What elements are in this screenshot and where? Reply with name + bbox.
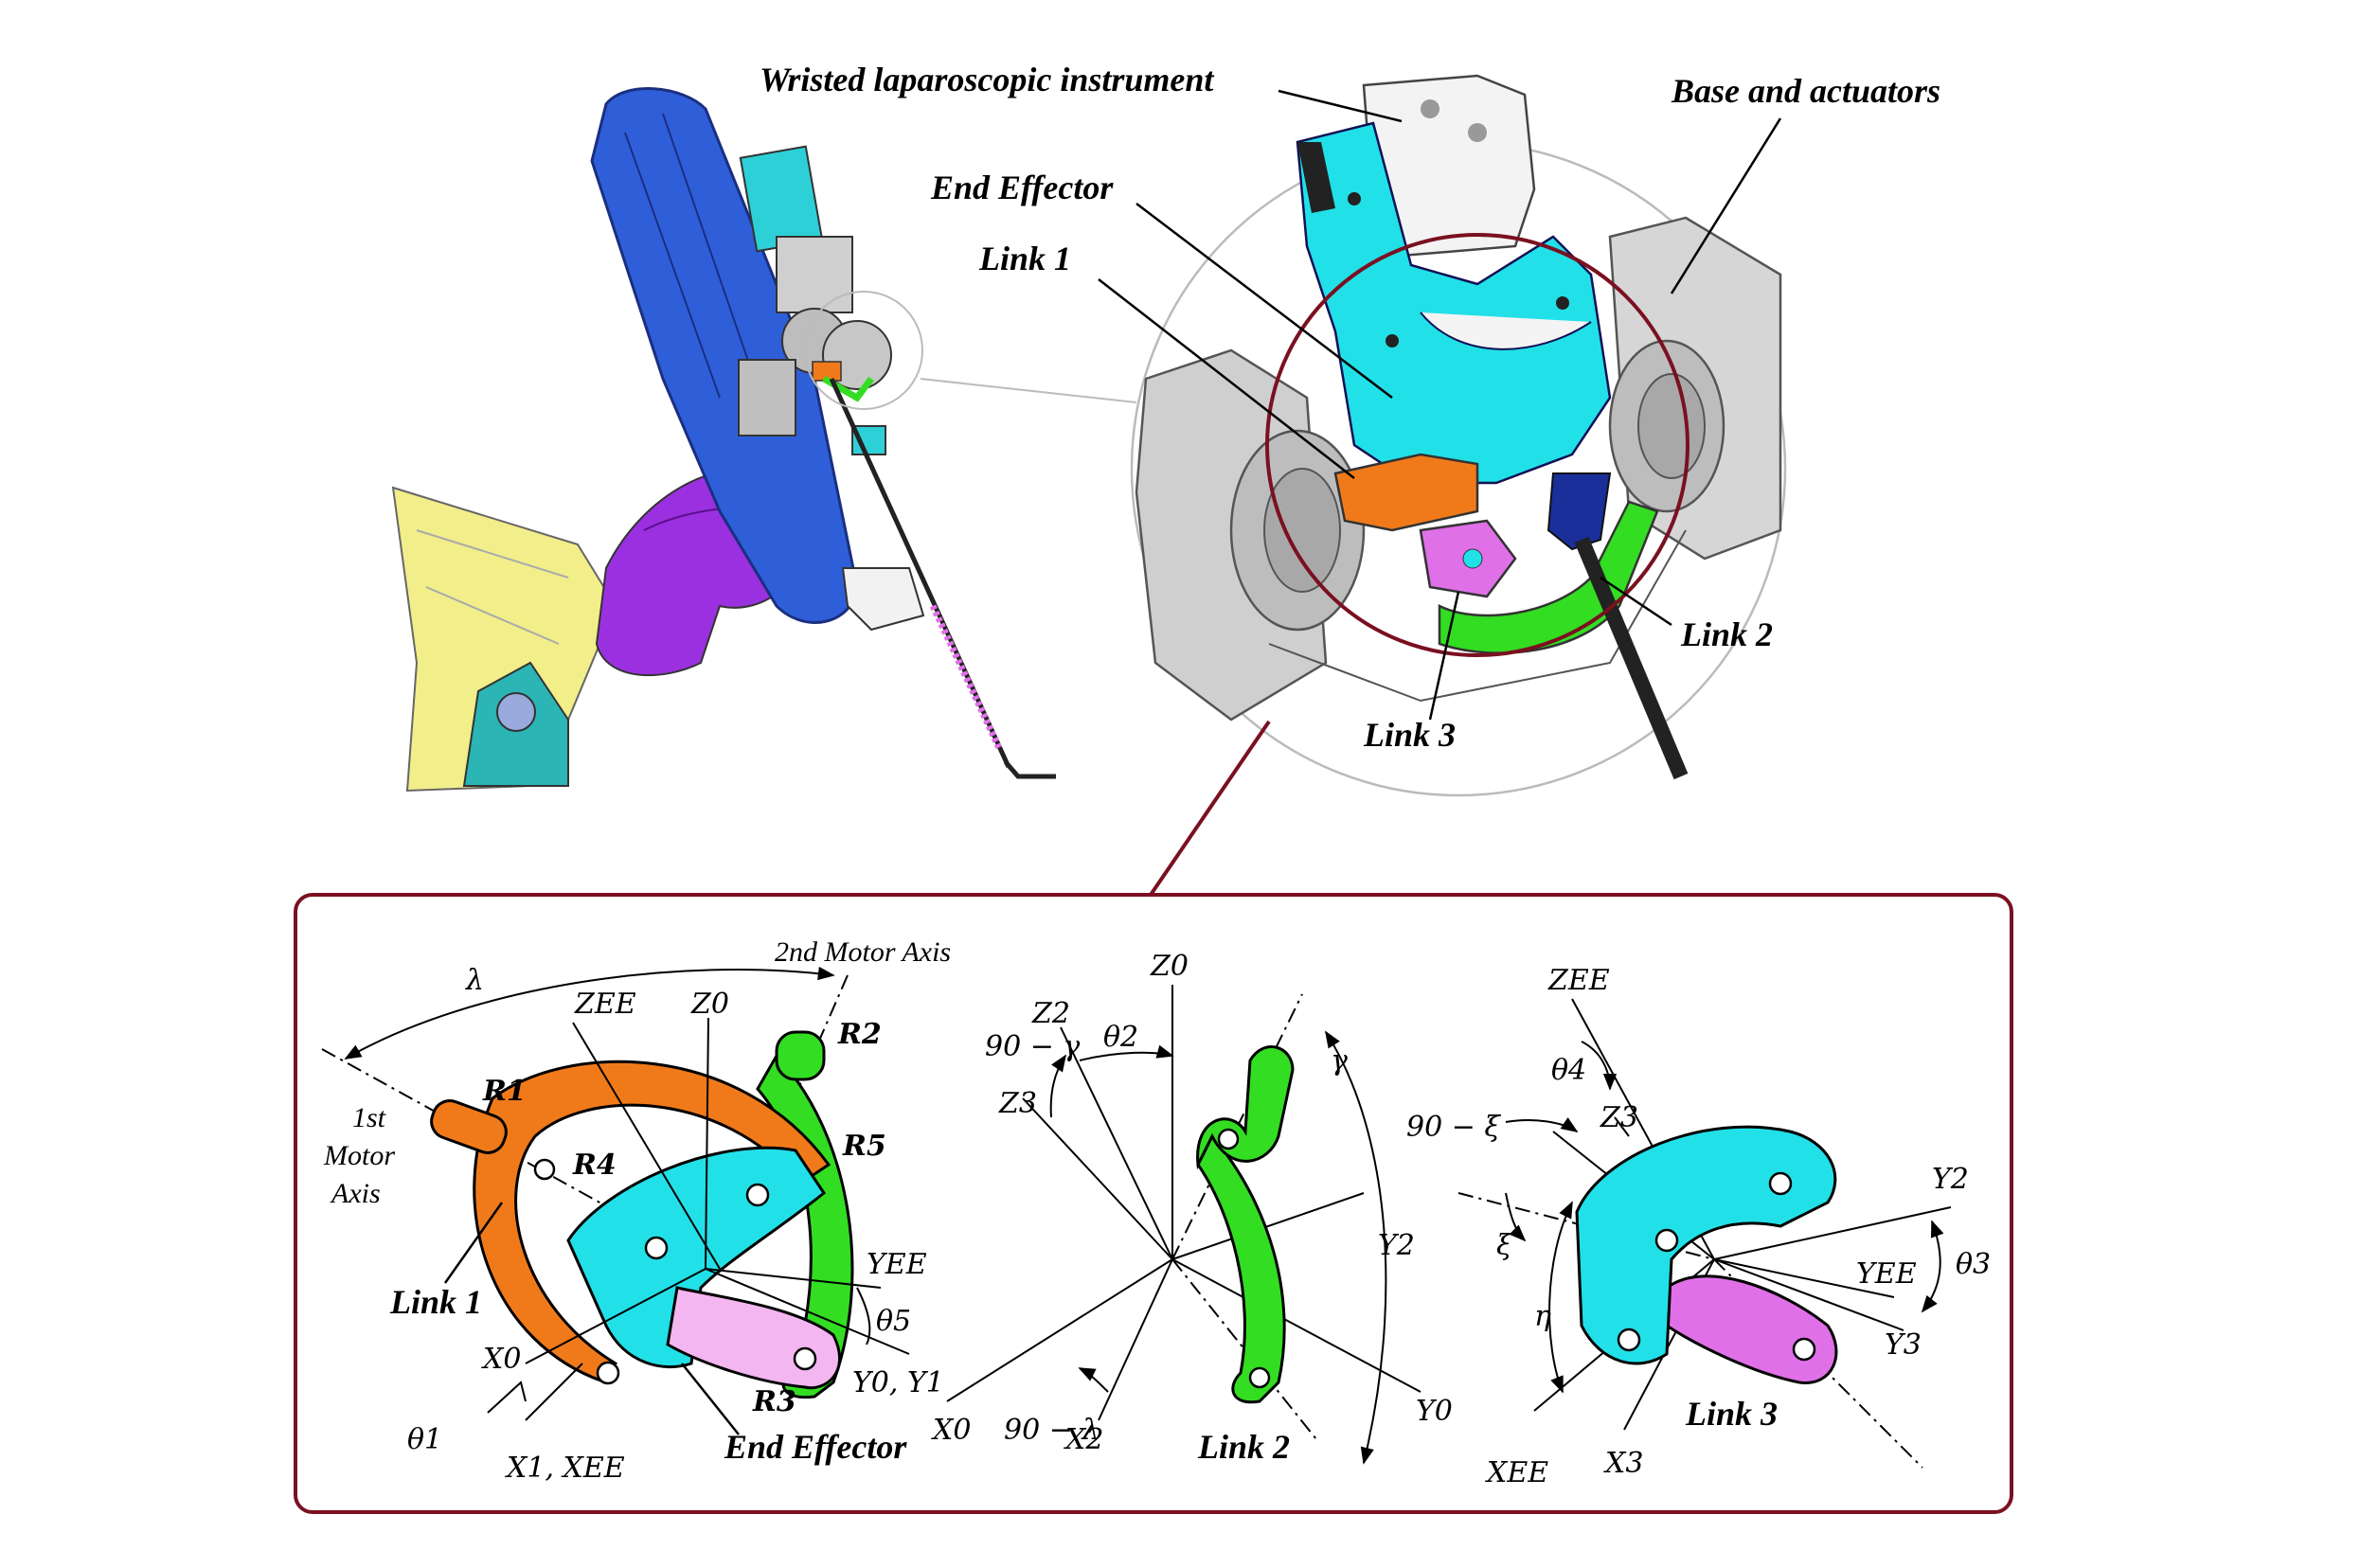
link2-label-diagram: Link 2 [1197,1428,1290,1466]
x1xee-label: X1, XEE [505,1452,625,1485]
x3-label-right: X3 [1603,1447,1643,1480]
zee-label-right: ZEE [1547,964,1610,997]
callout-link1: Link 1 [978,240,1071,277]
eta-label: η [1534,1300,1551,1333]
r5-label: R5 [842,1130,886,1163]
detail-connector-line [1149,720,1271,897]
detail-highlight-circle [1265,233,1690,657]
callout-base: Base and actuators [1671,72,1940,110]
z0-label-mid: Z0 [1150,950,1189,983]
theta1-label: θ1 [407,1423,442,1456]
yee-label-right: YEE [1856,1257,1917,1291]
zoom-instrument-shaft [1574,536,1689,780]
motor1-line1: 1st [352,1102,386,1133]
ninety-xi-label: 90 − ξ [1406,1111,1501,1144]
zoomed-mechanism-render [1130,74,1787,897]
top-callouts: Wristed laparoscopic instrument Base and… [760,61,1940,754]
lambda-arc [344,966,835,1060]
diagram-link2-mid [1196,1133,1286,1404]
z3-label-mid: Z3 [998,1087,1037,1120]
detail-frame [294,893,2013,1514]
callout-link3: Link 3 [1363,716,1456,754]
r4-label: R4 [572,1149,617,1182]
r2-label: R2 [837,1018,882,1051]
r1-label: R1 [482,1075,527,1108]
theta3-label: θ3 [1956,1248,1991,1281]
motor1-line2: Motor [323,1140,395,1171]
r3-label: R3 [752,1385,796,1418]
end-effector-render [1296,121,1612,485]
yee-label-left: YEE [867,1248,927,1281]
z0-label-left: Z0 [690,988,729,1021]
theta5-label: θ5 [876,1305,911,1338]
link1-render [1333,453,1479,532]
y3-label-right: Y3 [1885,1328,1922,1362]
motor1-line3: Axis [330,1178,381,1209]
y0y1-label: Y0, Y1 [852,1366,944,1399]
panel-link2: Z0 Z2 θ2 90 − γ Z3 γ Y2 Y0 X0 90 − λ X2 … [931,950,1453,1466]
callout-end-effector: End Effector [930,169,1114,206]
link1-label-diagram: Link 1 [389,1283,482,1321]
y2-label-mid: Y2 [1378,1229,1415,1262]
z3-label-right: Z3 [1600,1101,1638,1134]
xee-label-right: XEE [1485,1456,1548,1489]
lambda-label: λ [465,964,484,997]
zoom-indicator-circle [804,291,923,410]
xi-label: ξ [1496,1229,1513,1262]
motor2-label: 2nd Motor Axis [775,936,951,968]
y0-label-mid: Y0 [1416,1395,1453,1428]
diagram-link3-right [1665,1274,1838,1384]
link3-label-diagram: Link 3 [1685,1395,1778,1433]
callout-link2: Link 2 [1680,615,1773,653]
ninety-gamma-label: 90 − γ [985,1030,1080,1063]
zee-label-left: ZEE [574,988,636,1021]
panel-link3: ZEE θ4 90 − ξ Z3 ξ Y2 YEE θ3 Y3 η XEE X3… [1406,964,1991,1489]
callout-instrument: Wristed laparoscopic instrument [760,61,1214,98]
theta2-label: θ2 [1103,1021,1138,1054]
gamma-label: γ [1331,1044,1348,1078]
z2-label-mid: Z2 [1031,997,1070,1030]
y2-label-right: Y2 [1932,1163,1969,1196]
x0-label-left: X0 [481,1343,521,1376]
ninety-lambda-label: 90 − λ [1004,1414,1100,1447]
theta4-label: θ4 [1551,1054,1586,1087]
x0-label-mid: X0 [931,1414,971,1447]
x2-label-mid: X2 [1064,1423,1103,1456]
end-effector-label-diagram: End Effector [724,1428,907,1466]
panel-mechanism: λ 2nd Motor Axis 1st Motor Axis ZEE Z0 R… [321,936,951,1485]
robot-assembly-render [391,87,1137,793]
